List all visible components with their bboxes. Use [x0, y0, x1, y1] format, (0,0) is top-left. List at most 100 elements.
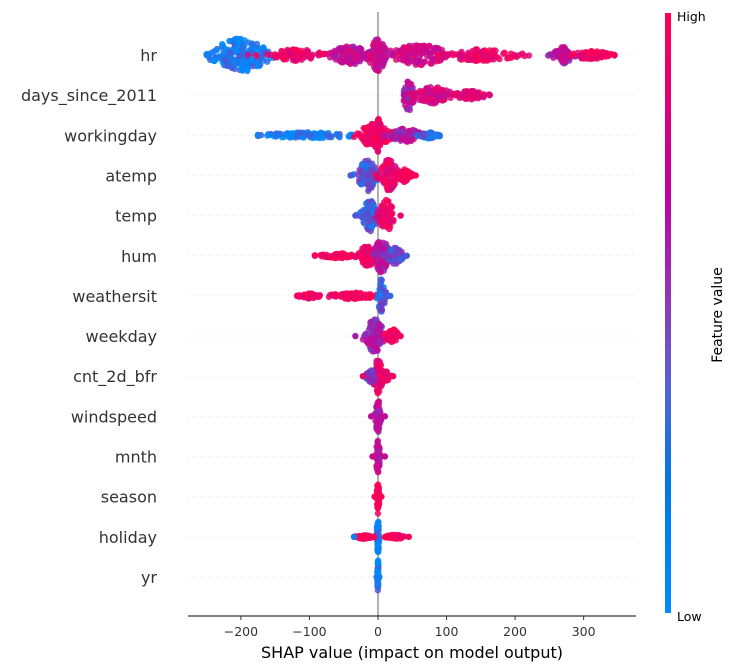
- shap-point: [412, 46, 419, 53]
- shap-point: [306, 132, 314, 139]
- shap-point: [239, 44, 246, 51]
- shap-point: [374, 437, 382, 445]
- shap-point: [244, 65, 251, 72]
- shap-point: [436, 132, 443, 139]
- shap-point: [374, 560, 381, 567]
- shap-point: [245, 39, 252, 46]
- shap-point: [369, 453, 376, 460]
- shap-point: [480, 94, 487, 101]
- shap-point: [416, 87, 424, 95]
- shap-point: [470, 87, 477, 95]
- shap-point: [376, 573, 383, 581]
- shap-point: [360, 533, 368, 540]
- shap-point: [431, 45, 438, 52]
- shap-point: [316, 292, 324, 299]
- shap-point: [432, 99, 439, 106]
- shap-point: [360, 219, 367, 226]
- colorbar-gradient: [665, 13, 671, 613]
- shap-point: [374, 127, 381, 134]
- feature-label: mnth: [115, 448, 157, 467]
- shap-point: [223, 62, 231, 70]
- feature-label: days_since_2011: [21, 86, 157, 106]
- shap-point: [304, 49, 311, 56]
- shap-point: [338, 59, 345, 66]
- shap-point: [378, 276, 385, 284]
- shap-point: [393, 248, 400, 256]
- feature-points-days_since_2011: [400, 78, 493, 114]
- colorbar-low-label: Low: [677, 609, 702, 624]
- shap-point: [390, 179, 397, 186]
- shap-point: [416, 53, 423, 60]
- shap-point: [407, 80, 415, 88]
- feature-points-temp: [352, 196, 404, 235]
- shap-point: [254, 132, 262, 139]
- shap-point: [381, 296, 388, 303]
- feature-points-weekday: [352, 316, 404, 355]
- feature-points-hr: [203, 35, 618, 75]
- feature-points-workingday: [254, 115, 443, 155]
- shap-point: [323, 251, 330, 258]
- shap-point: [365, 255, 372, 262]
- feature-label: weathersit: [72, 287, 157, 306]
- feature-label: temp: [115, 207, 157, 226]
- shap-point: [264, 132, 271, 139]
- shap-point: [397, 256, 404, 263]
- feature-points-season: [371, 481, 385, 517]
- shap-point: [378, 493, 385, 500]
- shap-point: [272, 53, 279, 61]
- shap-point: [228, 64, 236, 71]
- shap-point: [372, 142, 380, 149]
- feature-points-cnt_2d_bfr: [359, 357, 397, 397]
- shap-point: [402, 102, 409, 109]
- x-ticks: −200 −100 0 100 200 300: [224, 616, 596, 639]
- shap-point: [362, 125, 369, 132]
- feature-label: season: [101, 488, 157, 507]
- shap-point: [377, 284, 385, 292]
- shap-point: [374, 65, 381, 73]
- shap-point: [388, 211, 395, 218]
- shap-point: [428, 95, 435, 102]
- shap-point: [365, 185, 373, 193]
- shap-point: [434, 52, 442, 59]
- shap-point: [376, 459, 383, 466]
- x-tick-label: 100: [435, 624, 459, 639]
- feature-points-yr: [373, 557, 383, 594]
- shap-point: [376, 53, 383, 60]
- shap-point: [365, 327, 373, 334]
- shap-point: [371, 493, 378, 500]
- shap-point: [374, 249, 381, 257]
- shap-point: [345, 292, 352, 299]
- shap-point: [344, 58, 352, 65]
- shap-point: [406, 44, 414, 51]
- shap-point: [226, 37, 233, 45]
- feature-label: workingday: [64, 126, 157, 145]
- shap-point: [383, 533, 390, 540]
- shap-point: [254, 60, 261, 68]
- shap-point: [591, 50, 599, 57]
- shap-point: [347, 172, 354, 179]
- shap-point: [284, 130, 291, 137]
- feature-points-mnth: [369, 437, 389, 476]
- feature-label: cnt_2d_bfr: [73, 367, 157, 387]
- colorbar: High Low Feature value: [665, 9, 726, 624]
- shap-point: [365, 139, 373, 146]
- shap-point: [326, 49, 334, 57]
- shap-point: [372, 135, 379, 143]
- colorbar-title: Feature value: [710, 267, 726, 363]
- shap-point: [521, 52, 528, 60]
- shap-point: [307, 55, 314, 62]
- shap-point: [352, 252, 359, 260]
- shap-point: [484, 51, 492, 58]
- shap-point: [352, 212, 359, 219]
- shap-point: [428, 49, 435, 56]
- shap-point: [384, 166, 391, 173]
- feature-points-windspeed: [367, 398, 389, 435]
- shap-point: [370, 533, 378, 541]
- shap-point: [419, 97, 426, 104]
- shap-point: [383, 52, 390, 60]
- shap-point: [375, 500, 383, 507]
- shap-point: [311, 252, 319, 259]
- shap-point: [352, 332, 359, 340]
- shap-point: [219, 42, 226, 49]
- shap-point: [367, 223, 375, 230]
